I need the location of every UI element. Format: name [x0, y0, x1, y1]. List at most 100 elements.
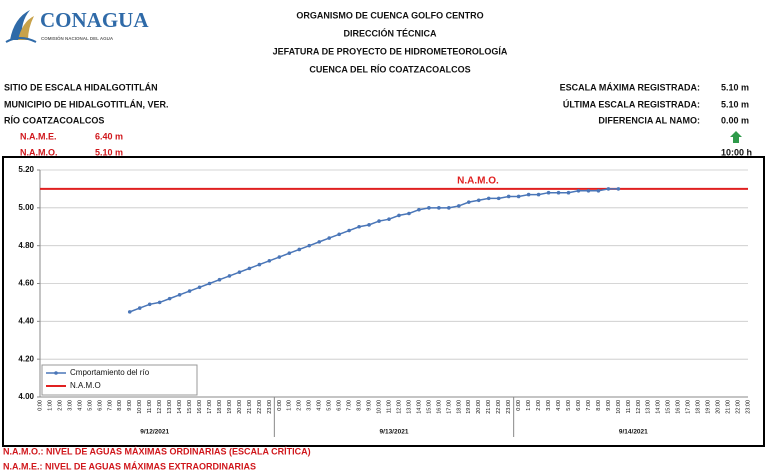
x-tick-label: 15:00 — [187, 400, 193, 414]
date-label: 9/13/2021 — [380, 429, 409, 436]
point — [447, 206, 451, 210]
stat-label: DIFERENCIA AL NAMO: — [598, 115, 700, 125]
x-tick-label: 15:00 — [426, 400, 432, 414]
x-tick-label: 22:00 — [257, 400, 263, 414]
point — [297, 247, 302, 252]
point — [576, 189, 581, 193]
point — [606, 187, 611, 191]
point — [496, 196, 501, 201]
point — [247, 266, 252, 271]
point — [457, 204, 461, 208]
point — [227, 274, 232, 278]
x-tick-label: 17:00 — [446, 400, 452, 414]
point — [596, 189, 601, 193]
stat-value: 5.10 m — [721, 82, 749, 92]
x-tick-label: 17:00 — [207, 400, 213, 414]
x-tick-label: 5:00 — [327, 400, 333, 411]
point — [526, 192, 531, 197]
x-tick-label: 18:00 — [217, 400, 223, 414]
y-tick-label: 4.20 — [18, 354, 34, 363]
time: 10:00 h — [721, 147, 752, 157]
x-tick-label: 12:00 — [396, 400, 402, 414]
x-tick-label: 20:00 — [476, 400, 482, 414]
plot: 4.00 4.20 4.40 4.60 4.80 5.00 5.20 0:00 1:00 2:00… — [18, 165, 751, 437]
x-tick-label: 18:00 — [456, 400, 462, 414]
x-tick-label: 8:00 — [117, 400, 123, 411]
point — [417, 207, 421, 212]
logo-title: CONAGUA — [40, 8, 149, 32]
x-tick-label: 21:00 — [726, 400, 732, 414]
x-tick-label: 14:00 — [177, 400, 183, 414]
x-tick-label: 2:00 — [297, 400, 303, 411]
point — [307, 243, 312, 248]
point — [147, 302, 152, 307]
x-tick-label: 7:00 — [586, 400, 592, 411]
x-tick-label: 9:00 — [367, 400, 373, 411]
y-tick-label: 5.20 — [18, 165, 34, 174]
x-tick-label: 1:00 — [287, 400, 293, 411]
x-tick-label: 16:00 — [676, 400, 682, 414]
y-tick-label: 4.60 — [18, 279, 34, 288]
point — [207, 281, 212, 286]
x-tick-label: 4:00 — [317, 400, 323, 411]
reference-label: N.A.M.O. — [457, 176, 499, 187]
x-tick-label: 0:00 — [37, 400, 43, 411]
stat-label: ESCALA MÁXIMA REGISTRADA: — [560, 82, 700, 92]
point — [377, 219, 381, 223]
point — [317, 240, 322, 244]
point — [516, 194, 521, 199]
x-tick-label: 13:00 — [646, 400, 652, 414]
x-tick-label: 2:00 — [57, 400, 63, 411]
point — [237, 270, 242, 274]
x-tick-label: 23:00 — [506, 400, 512, 414]
x-tick-label: 0:00 — [516, 400, 522, 411]
x-tick-label: 15:00 — [666, 400, 672, 414]
title: DIRECCIÓN TÉCNICA — [343, 27, 437, 38]
x-tick-label: 18:00 — [696, 400, 702, 414]
x-tick-label: 4:00 — [556, 400, 562, 411]
legend-box — [41, 364, 198, 396]
stat-value: 0.00 m — [721, 115, 749, 125]
stat-label: ÚLTIMA ESCALA REGISTRADA: — [563, 98, 700, 109]
x-tick-label: 1:00 — [526, 400, 532, 411]
x-tick-label: 23:00 — [745, 400, 751, 414]
x-tick-label: 3:00 — [546, 400, 552, 411]
title: JEFATURA DE PROYECTO DE HIDROMETEOROLOGÍ… — [273, 46, 508, 56]
x-tick-label: 23:00 — [267, 400, 273, 414]
x-tick-label: 9:00 — [606, 400, 612, 411]
point — [556, 190, 561, 195]
point — [347, 228, 351, 233]
x-tick-label: 8:00 — [357, 400, 363, 411]
x-tick-label: 14:00 — [416, 400, 422, 414]
point — [157, 300, 162, 305]
x-tick-label: 20:00 — [716, 400, 722, 414]
point — [387, 217, 391, 221]
site: MUNICIPIO DE HIDALGOTITLÁN, VER. — [4, 99, 169, 109]
point — [367, 223, 371, 227]
point — [486, 196, 491, 201]
x-tick-label: 7:00 — [107, 400, 113, 411]
point — [586, 189, 591, 193]
point — [327, 236, 331, 240]
legend-label: N.A.M.O — [70, 381, 101, 390]
x-tick-label: 11:00 — [386, 400, 392, 413]
point — [267, 259, 272, 263]
y-tick-label: 4.40 — [18, 316, 34, 325]
point — [536, 192, 541, 197]
x-tick-label: 6:00 — [576, 400, 582, 411]
point — [397, 213, 401, 218]
point — [337, 232, 341, 237]
y-tick-label: 4.80 — [18, 241, 34, 250]
legend-label: Cmportamiento del río — [70, 368, 150, 377]
x-tick-label: 5:00 — [87, 400, 93, 411]
level-label: N.A.M.E. — [20, 131, 57, 141]
x-tick-label: 3:00 — [67, 400, 73, 411]
x-tick-label: 11:00 — [626, 400, 632, 413]
y-tick-label: 5.00 — [18, 203, 34, 212]
trend-arrow — [730, 131, 742, 143]
x-tick-label: 22:00 — [735, 400, 741, 414]
x-tick-label: 3:00 — [307, 400, 313, 411]
x-tick-label: 12:00 — [157, 400, 163, 414]
x-tick-label: 10:00 — [376, 400, 382, 414]
